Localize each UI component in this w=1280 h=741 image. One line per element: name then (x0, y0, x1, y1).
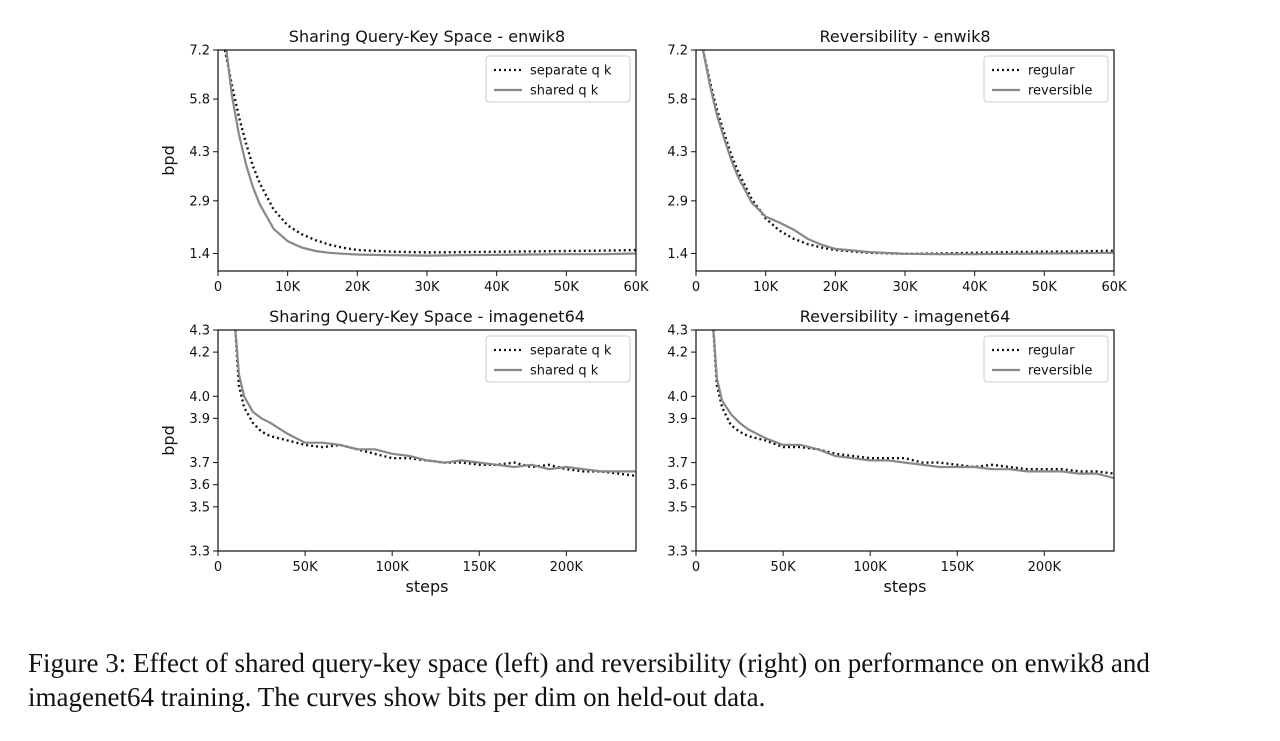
y-tick-label: 5.8 (189, 93, 210, 108)
x-tick-label: 30K (414, 280, 440, 295)
chart-title: Reversibility - enwik8 (819, 27, 990, 46)
x-tick-label: 60K (1101, 280, 1127, 295)
y-tick-label: 4.3 (667, 145, 688, 160)
y-tick-label: 1.4 (667, 247, 688, 262)
x-axis-label: steps (884, 577, 927, 596)
legend: separate q k shared q k (485, 55, 631, 103)
y-tick-label: 7.2 (667, 44, 688, 59)
y-tick-label: 4.2 (667, 346, 688, 361)
legend-label: shared q k (530, 364, 599, 379)
y-tick-label: 4.2 (189, 346, 210, 361)
y-tick-label: 5.8 (667, 93, 688, 108)
legend-label: separate q k (530, 64, 612, 79)
y-tick-label: 1.4 (189, 247, 210, 262)
plot-frame (217, 329, 637, 552)
legend-label: reversible (1028, 364, 1092, 379)
x-tick-label: 0 (214, 560, 222, 575)
y-tick-label: 4.3 (189, 324, 210, 339)
y-tick-label: 7.2 (189, 44, 210, 59)
x-tick-label: 40K (962, 280, 988, 295)
chart-panel-3: 0 50K 100K 150K 200K 3.3 3.5 3.6 3.7 3.9 4.0 4.2 4.3… (159, 307, 637, 596)
series-line-2 (712, 330, 1114, 480)
legend: separate q k shared q k (485, 335, 631, 383)
chart-title: Reversibility - imagenet64 (800, 307, 1011, 326)
series-line-1 (223, 50, 636, 254)
chart-title: Sharing Query-Key Space - enwik8 (289, 27, 565, 46)
series-line-2 (701, 50, 1114, 256)
x-tick-label: 50K (771, 560, 797, 575)
x-tick-label: 0 (214, 280, 222, 295)
chart-panel-4: 0 50K 100K 150K 200K 3.3 3.5 3.6 3.7 3.9 4.0 4.2 4.3… (667, 307, 1115, 596)
figure-3-charts: 0 10K 20K 30K 40K 50K 60K 1.4 2.9 4.3 5.8 7.2 Sharin… (159, 27, 1127, 596)
x-tick-label: 50K (1032, 280, 1058, 295)
x-tick-label: 100K (853, 560, 887, 575)
series-line-2 (234, 330, 636, 473)
x-tick-label: 100K (375, 560, 409, 575)
x-tick-label: 200K (1028, 560, 1062, 575)
y-tick-label: 3.6 (189, 478, 210, 493)
y-tick-label: 3.5 (189, 500, 210, 515)
y-tick-label: 4.0 (667, 390, 688, 405)
x-tick-label: 0 (692, 280, 700, 295)
chart-panel-2: 0 10K 20K 30K 40K 50K 60K 1.4 2.9 4.3 5.8 7.2 Revers… (667, 27, 1127, 295)
x-tick-label: 20K (823, 280, 849, 295)
y-tick-label: 4.3 (189, 145, 210, 160)
x-tick-label: 200K (550, 560, 584, 575)
x-axis-label: steps (406, 577, 449, 596)
x-tick-label: 150K (941, 560, 975, 575)
y-tick-label: 3.9 (189, 412, 210, 427)
y-tick-label: 4.3 (667, 324, 688, 339)
figure-caption: Figure 3: Effect of shared query-key spa… (28, 648, 1150, 712)
y-tick-label: 4.0 (189, 390, 210, 405)
series-line-1 (234, 330, 636, 478)
y-axis-label: bpd (159, 425, 178, 455)
series-line-2 (225, 50, 636, 257)
chart-panel-1: 0 10K 20K 30K 40K 50K 60K 1.4 2.9 4.3 5.8 7.2 Sharin… (159, 27, 649, 295)
y-tick-label: 2.9 (667, 194, 688, 209)
plot-frame (695, 329, 1115, 552)
legend: regular reversible (983, 55, 1109, 103)
legend-label: regular (1028, 64, 1075, 79)
x-tick-label: 50K (293, 560, 319, 575)
y-tick-label: 3.5 (667, 500, 688, 515)
x-tick-label: 150K (463, 560, 497, 575)
y-tick-label: 3.7 (667, 456, 688, 471)
x-tick-label: 20K (345, 280, 371, 295)
y-tick-label: 3.3 (189, 545, 210, 560)
y-tick-label: 2.9 (189, 194, 210, 209)
y-axis-label: bpd (159, 145, 178, 175)
y-tick-label: 3.9 (667, 412, 688, 427)
y-tick-label: 3.3 (667, 545, 688, 560)
x-tick-label: 10K (275, 280, 301, 295)
series-line-1 (701, 50, 1114, 256)
x-tick-label: 40K (484, 280, 510, 295)
x-tick-label: 50K (554, 280, 580, 295)
x-tick-label: 60K (623, 280, 649, 295)
legend-label: separate q k (530, 344, 612, 359)
legend: regular reversible (983, 335, 1109, 383)
x-tick-label: 0 (692, 560, 700, 575)
y-tick-label: 3.6 (667, 478, 688, 493)
x-tick-label: 30K (892, 280, 918, 295)
legend-label: shared q k (530, 84, 599, 99)
legend-label: reversible (1028, 84, 1092, 99)
chart-title: Sharing Query-Key Space - imagenet64 (269, 307, 585, 326)
legend-label: regular (1028, 344, 1075, 359)
series-line-1 (712, 330, 1114, 475)
y-tick-label: 3.7 (189, 456, 210, 471)
x-tick-label: 10K (753, 280, 779, 295)
